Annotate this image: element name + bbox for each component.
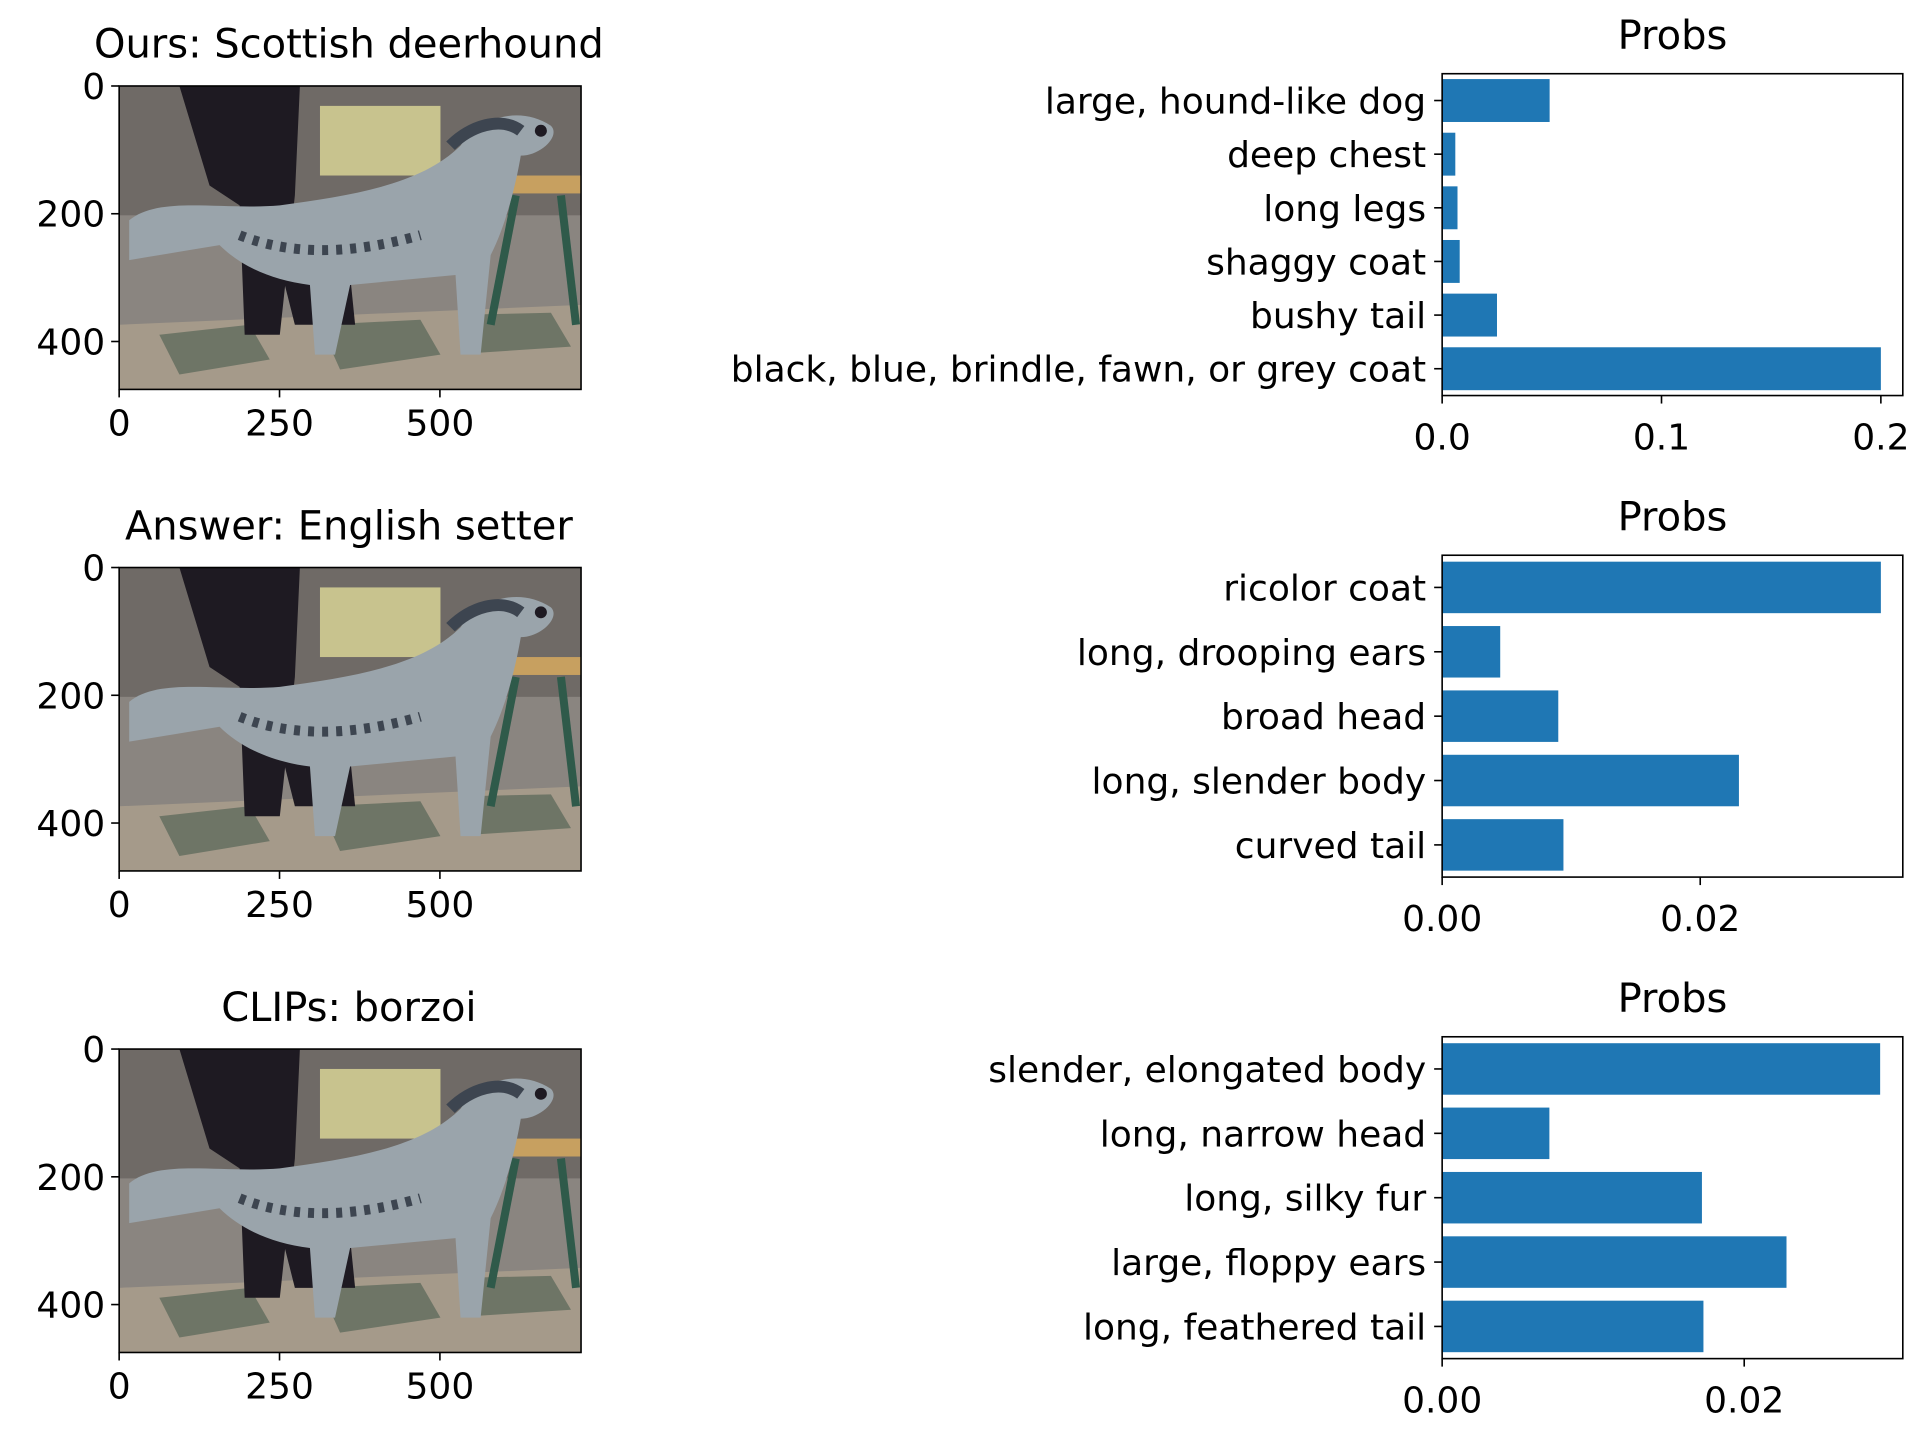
image-y-tick-label: 0 <box>82 67 105 108</box>
bar <box>1442 754 1739 807</box>
image-y-tick-label: 200 <box>36 195 105 236</box>
x-tick-label: 0.02 <box>1704 1381 1784 1422</box>
bar <box>1442 819 1564 871</box>
bar <box>1442 186 1458 230</box>
category-label: long, slender body <box>1092 762 1427 803</box>
bar <box>1442 561 1881 614</box>
image-x-tick-label: 250 <box>245 1366 314 1407</box>
image-y-tick-label: 400 <box>36 322 105 363</box>
bar <box>1442 293 1497 337</box>
category-label: large, floppy ears <box>1111 1243 1426 1284</box>
category-label: shaggy coat <box>1206 242 1426 283</box>
image-y-tick-label: 0 <box>82 1030 105 1071</box>
x-tick-label: 0.00 <box>1402 1381 1482 1422</box>
category-label: slender, elongated body <box>988 1050 1426 1091</box>
chart-title: Probs <box>1618 495 1728 541</box>
chart-axes-frame <box>1441 1035 1904 1360</box>
panel-row-2: Answer: English setter 0 250 500 0 200 400 Prob… <box>36 495 1904 940</box>
bar <box>1442 1043 1881 1095</box>
bar <box>1442 239 1460 283</box>
image-frame <box>118 85 582 391</box>
bar <box>1442 1300 1704 1353</box>
bar <box>1442 347 1881 391</box>
dog-photo <box>119 568 581 871</box>
category-label: broad head <box>1221 697 1426 738</box>
image-x-tick-label: 250 <box>245 403 314 444</box>
x-tick-label: 0.1 <box>1633 418 1690 459</box>
category-label: long, silky fur <box>1184 1179 1426 1220</box>
chart-axes-frame <box>1441 72 1904 397</box>
category-label: long legs <box>1263 189 1426 230</box>
x-tick-label: 0.2 <box>1852 418 1909 459</box>
x-tick-label: 0.02 <box>1660 899 1740 940</box>
image-frame <box>118 1048 582 1354</box>
bar <box>1442 132 1456 176</box>
image-title: Ours: Scottish deerhound <box>94 22 604 68</box>
image-y-tick-label: 200 <box>36 676 105 717</box>
image-title: Answer: English setter <box>125 503 573 549</box>
image-y-tick-label: 200 <box>36 1158 105 1199</box>
chart-title: Probs <box>1618 13 1728 59</box>
image-title: CLIPs: borzoi <box>221 985 476 1031</box>
bar <box>1442 1107 1550 1160</box>
x-tick-label: 0.0 <box>1414 418 1471 459</box>
bar <box>1442 1171 1702 1224</box>
image-x-tick-label: 500 <box>406 1366 475 1407</box>
category-label: curved tail <box>1235 826 1426 867</box>
image-x-tick-label: 500 <box>406 403 475 444</box>
category-label: long, drooping ears <box>1077 633 1426 674</box>
image-y-tick-label: 0 <box>82 549 105 590</box>
bar <box>1442 690 1559 742</box>
chart-title: Probs <box>1618 976 1728 1022</box>
x-tick-label: 0.00 <box>1402 899 1482 940</box>
image-y-tick-label: 400 <box>36 804 105 845</box>
image-frame <box>118 566 582 872</box>
category-label: black, blue, brindle, fawn, or grey coat <box>731 350 1426 391</box>
image-x-tick-label: 0 <box>108 885 131 926</box>
category-label: deep chest <box>1227 135 1426 176</box>
bar <box>1442 1236 1787 1288</box>
image-x-tick-label: 500 <box>406 885 475 926</box>
category-label: ricolor coat <box>1223 568 1426 609</box>
category-label: bushy tail <box>1250 296 1426 337</box>
image-x-tick-label: 250 <box>245 885 314 926</box>
category-label: long, feathered tail <box>1083 1307 1426 1348</box>
image-x-tick-label: 0 <box>108 1366 131 1407</box>
image-x-tick-label: 0 <box>108 403 131 444</box>
bar <box>1442 79 1550 122</box>
panel-row-3: CLIPs: borzoi 0 250 500 0 200 400 Probs slender,… <box>36 976 1904 1422</box>
category-label: large, hound-like dog <box>1045 82 1426 123</box>
category-label: long, narrow head <box>1100 1114 1426 1155</box>
chart-axes-frame <box>1441 554 1904 878</box>
dog-photo <box>119 86 581 389</box>
image-y-tick-label: 400 <box>36 1286 105 1327</box>
dog-photo <box>119 1049 581 1352</box>
bar <box>1442 626 1501 678</box>
